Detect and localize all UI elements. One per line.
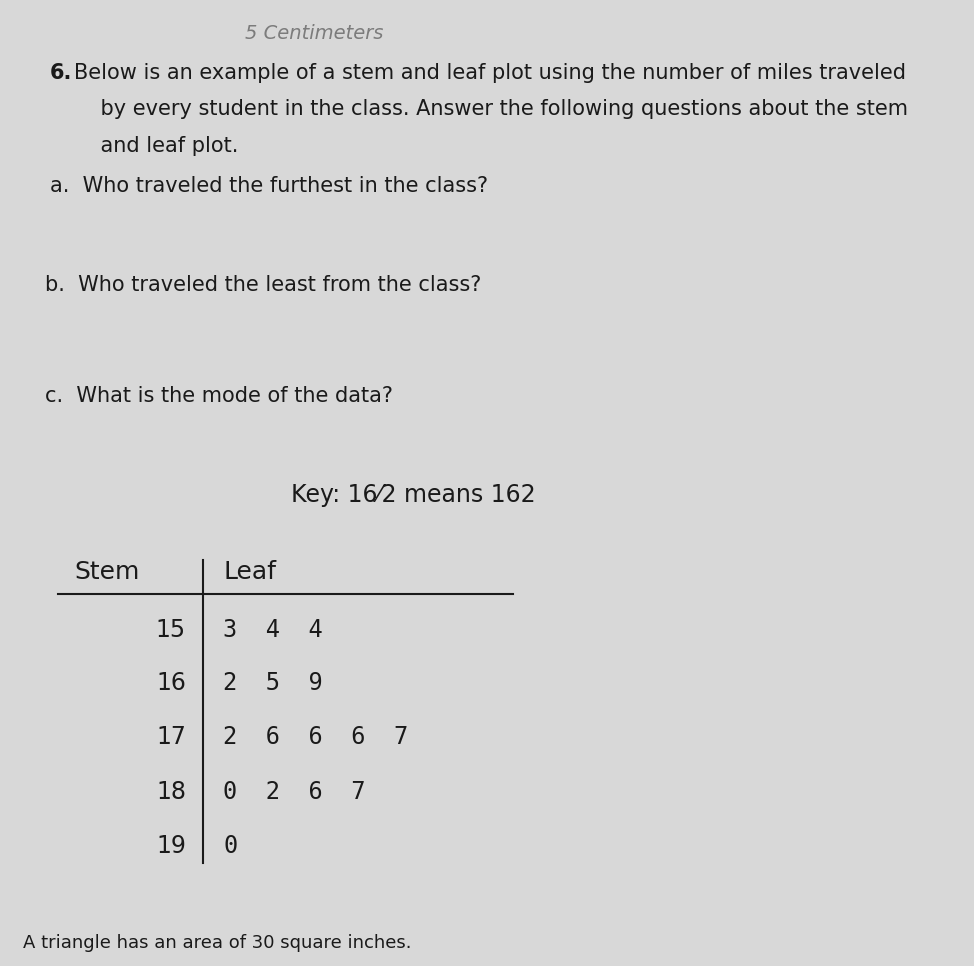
Text: 5 Centimeters: 5 Centimeters xyxy=(245,24,384,43)
Text: and leaf plot.: and leaf plot. xyxy=(74,136,239,156)
Text: 3  4  4: 3 4 4 xyxy=(223,618,323,642)
Text: 6.: 6. xyxy=(50,63,72,83)
Text: 16: 16 xyxy=(156,671,186,696)
Text: 0: 0 xyxy=(223,834,238,858)
Text: by every student in the class. Answer the following questions about the stem: by every student in the class. Answer th… xyxy=(74,99,909,120)
Text: a.  Who traveled the furthest in the class?: a. Who traveled the furthest in the clas… xyxy=(50,176,488,196)
Text: Leaf: Leaf xyxy=(223,560,277,584)
Text: c.  What is the mode of the data?: c. What is the mode of the data? xyxy=(46,386,393,407)
Text: 0  2  6  7: 0 2 6 7 xyxy=(223,780,366,804)
Text: Stem: Stem xyxy=(74,560,140,584)
Text: 18: 18 xyxy=(156,780,186,804)
Text: b.  Who traveled the least from the class?: b. Who traveled the least from the class… xyxy=(46,275,482,296)
Text: Key: 16⁄2 means 162: Key: 16⁄2 means 162 xyxy=(291,483,536,507)
Text: 17: 17 xyxy=(156,724,186,749)
Text: 19: 19 xyxy=(156,834,186,858)
Text: 2  5  9: 2 5 9 xyxy=(223,671,323,696)
Text: A triangle has an area of 30 square inches.: A triangle has an area of 30 square inch… xyxy=(0,933,411,952)
Text: Below is an example of a stem and leaf plot using the number of miles traveled: Below is an example of a stem and leaf p… xyxy=(74,63,907,83)
Text: 2  6  6  6  7: 2 6 6 6 7 xyxy=(223,724,408,749)
Text: 15: 15 xyxy=(156,618,186,642)
